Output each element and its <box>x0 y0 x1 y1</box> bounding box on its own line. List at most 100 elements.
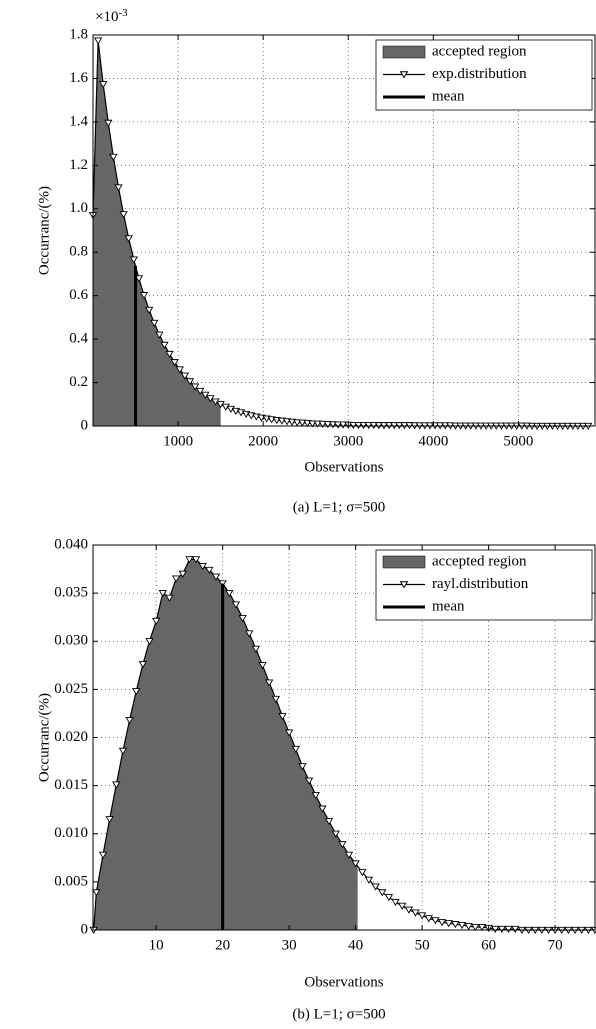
marker <box>431 917 440 925</box>
y-tick-label: 1.8 <box>69 26 88 42</box>
legend-swatch <box>382 555 426 569</box>
marker <box>155 331 164 339</box>
marker <box>134 275 144 283</box>
y-tick-label: 0.4 <box>69 331 88 347</box>
x-tick-label: 3000 <box>333 433 363 449</box>
marker <box>344 851 354 859</box>
marker <box>105 816 114 824</box>
marker <box>417 912 427 920</box>
marker <box>457 922 467 930</box>
y-tick-label: 0.6 <box>69 287 88 303</box>
subplot: 0 0.005 0.010 0.015 0.020 0.025 0.030 0.035 0.04… <box>36 536 596 1022</box>
marker <box>354 421 363 430</box>
marker <box>158 589 168 598</box>
y-exponent: ×10-3 <box>95 7 128 26</box>
marker <box>437 919 447 927</box>
marker <box>284 729 294 737</box>
marker <box>139 292 149 300</box>
x-tick-label: 2000 <box>248 433 278 449</box>
y-tick-label: 0.2 <box>69 374 88 390</box>
marker <box>196 387 205 395</box>
x-tick-label: 60 <box>481 937 496 953</box>
marker <box>333 421 343 429</box>
marker <box>303 420 312 428</box>
legend-label: rayl.distribution <box>432 576 529 592</box>
marker <box>391 898 400 907</box>
marker <box>132 688 141 696</box>
marker <box>114 184 123 192</box>
marker <box>231 601 241 609</box>
marker <box>226 405 236 414</box>
marker <box>323 421 333 429</box>
y-tick-label: 0 <box>81 417 89 433</box>
marker <box>424 915 433 923</box>
marker <box>144 306 154 314</box>
x-axis-label: Observations <box>304 974 383 990</box>
x-tick-label: 10 <box>149 937 164 953</box>
subplot: 0 0.2 0.4 0.6 0.8 1.0 1.2 1.4 1.6 1.8 1000 2000 3000… <box>36 7 596 515</box>
marker <box>464 922 473 931</box>
y-tick-label: 1.0 <box>69 200 88 216</box>
x-tick-label: 30 <box>282 937 297 953</box>
y-tick-label: 1.4 <box>69 113 88 129</box>
marker <box>349 421 358 430</box>
y-tick-label: 0.005 <box>54 873 88 889</box>
marker <box>211 573 221 581</box>
marker <box>185 378 195 386</box>
marker <box>150 319 159 327</box>
marker <box>265 679 274 687</box>
marker <box>125 717 134 725</box>
marker <box>104 119 113 127</box>
marker <box>170 359 179 367</box>
legend-marker <box>399 581 409 589</box>
marker <box>198 563 207 571</box>
marker <box>190 383 200 391</box>
marker <box>311 792 320 800</box>
marker <box>404 906 414 914</box>
marker <box>384 894 394 902</box>
marker <box>358 869 367 877</box>
exponent-base: ×10 <box>95 9 118 25</box>
marker <box>175 366 184 374</box>
marker <box>338 841 347 849</box>
marker <box>371 883 380 891</box>
legend-label: exp.distribution <box>432 66 527 82</box>
x-tick-label: 20 <box>215 937 230 953</box>
marker <box>298 763 307 771</box>
x-tick-label: 50 <box>415 937 430 953</box>
marker <box>160 341 169 349</box>
marker <box>378 889 387 897</box>
exponent-power: -3 <box>118 7 128 19</box>
marker <box>92 889 101 897</box>
marker <box>491 925 500 933</box>
marker <box>364 421 373 430</box>
marker <box>298 419 307 427</box>
y-tick-label: 0.8 <box>69 244 88 260</box>
y-tick-label: 0.020 <box>54 729 88 745</box>
marker <box>112 781 121 789</box>
x-tick-label: 40 <box>348 937 363 953</box>
marker <box>124 235 133 243</box>
marker <box>201 391 210 399</box>
x-tick-label: 4000 <box>418 433 448 449</box>
marker <box>411 909 420 917</box>
legend-label: mean <box>432 88 465 104</box>
marker <box>165 594 174 602</box>
legend-label: mean <box>432 598 465 614</box>
y-tick-label: 0.025 <box>54 681 88 697</box>
marker <box>291 745 300 753</box>
marker <box>351 860 360 868</box>
axes-box <box>92 34 596 427</box>
y-axis-label: Occurranc/(%) <box>36 693 52 782</box>
marker <box>369 421 378 430</box>
marker <box>293 419 302 427</box>
marker <box>364 876 374 884</box>
legend-label: accepted region <box>432 43 527 59</box>
marker <box>318 805 327 813</box>
marker <box>93 37 103 45</box>
accepted-region <box>93 40 221 427</box>
y-tick-label: 0.010 <box>54 825 88 841</box>
marker <box>98 851 108 859</box>
y-tick-label: 0.035 <box>54 585 88 601</box>
